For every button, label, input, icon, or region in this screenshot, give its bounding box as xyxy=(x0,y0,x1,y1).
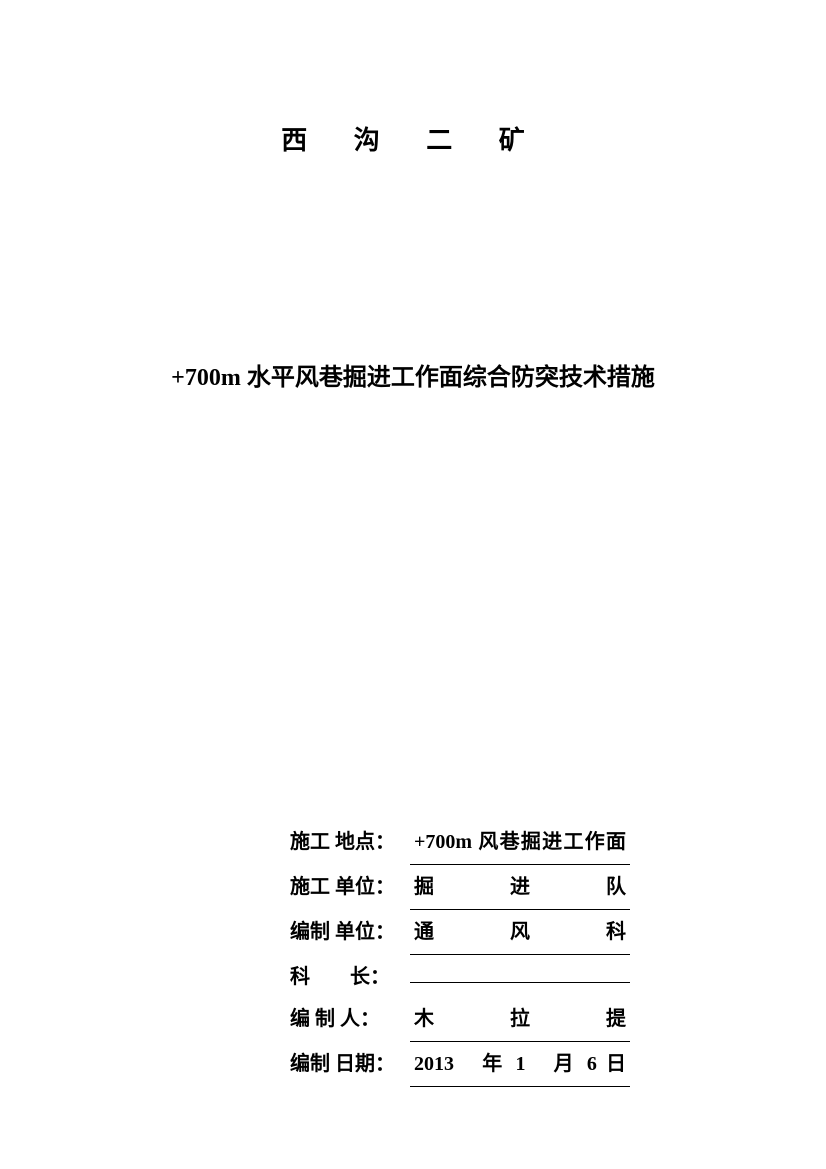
info-row-location: 施工 地点： +700m 风巷掘进工作面 xyxy=(290,822,726,865)
info-row-section-chief: 科 长： xyxy=(290,957,726,997)
compiler-label: 编 制 人： xyxy=(290,999,410,1039)
compile-unit-label: 编制 单位： xyxy=(290,912,410,952)
document-page: 西 沟 二 矿 +700m 水平风巷掘进工作面综合防突技术措施 施工 地点： +… xyxy=(0,0,826,1169)
construction-unit-value: 掘 进 队 xyxy=(410,867,630,910)
compiler-value: 木 拉 提 xyxy=(410,999,630,1042)
section-chief-label: 科 长： xyxy=(290,957,410,997)
document-title: +700m 水平风巷掘进工作面综合防突技术措施 xyxy=(100,357,726,392)
compile-unit-value: 通 风 科 xyxy=(410,912,630,955)
construction-unit-label: 施工 单位： xyxy=(290,867,410,907)
location-value: +700m 风巷掘进工作面 xyxy=(410,822,630,865)
mine-name-header: 西 沟 二 矿 xyxy=(100,120,726,157)
compile-date-label: 编制 日期： xyxy=(290,1044,410,1084)
location-label: 施工 地点： xyxy=(290,822,410,862)
info-row-compile-date: 编制 日期： 2013 年 1 月 6 日 xyxy=(290,1044,726,1087)
info-row-compile-unit: 编制 单位： 通 风 科 xyxy=(290,912,726,955)
section-chief-value xyxy=(410,959,630,983)
info-block: 施工 地点： +700m 风巷掘进工作面 施工 单位： 掘 进 队 编制 单位：… xyxy=(290,822,726,1087)
compile-date-value: 2013 年 1 月 6 日 xyxy=(410,1044,630,1087)
info-row-compiler: 编 制 人： 木 拉 提 xyxy=(290,999,726,1042)
info-row-construction-unit: 施工 单位： 掘 进 队 xyxy=(290,867,726,910)
